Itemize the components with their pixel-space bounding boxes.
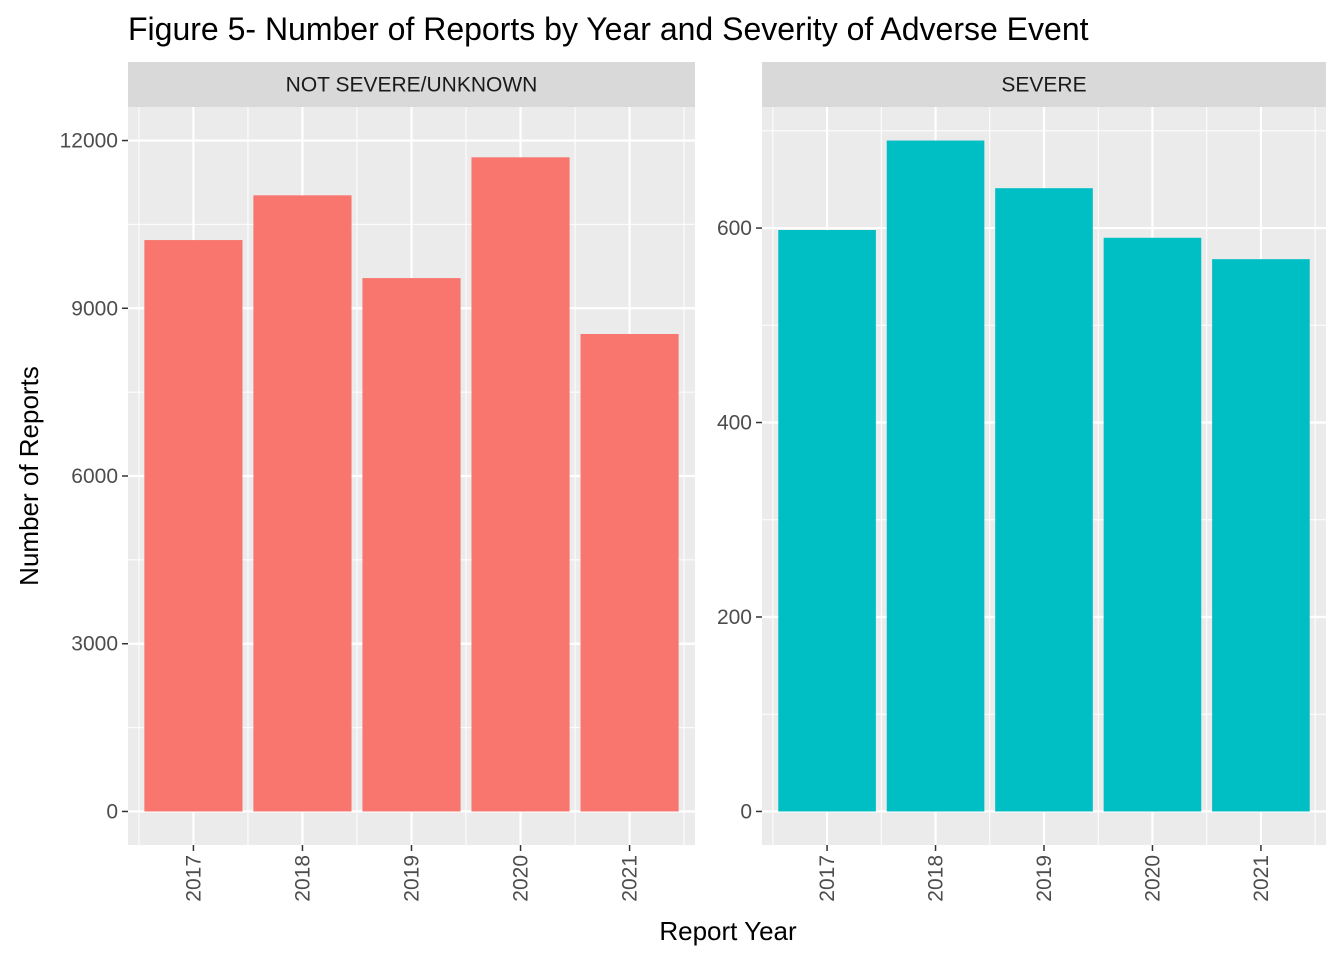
x-tick-label: 2020 xyxy=(510,855,533,902)
strip-label-severe: SEVERE xyxy=(1001,74,1086,97)
y-axis-title: Number of Reports xyxy=(14,366,44,586)
x-axis-title: Report Year xyxy=(659,916,797,946)
bar-not-severe-2017 xyxy=(144,240,243,812)
y-tick-label: 0 xyxy=(106,800,118,823)
x-tick-label: 2019 xyxy=(401,855,424,902)
bar-severe-2018 xyxy=(886,140,985,812)
y-tick-label: 9000 xyxy=(71,297,118,320)
y-tick-label: 200 xyxy=(717,606,752,629)
bar-severe-2017 xyxy=(778,230,876,812)
strip-label-not-severe: NOT SEVERE/UNKNOWN xyxy=(286,74,538,97)
x-tick-label: 2018 xyxy=(291,855,314,902)
chart-title: Figure 5- Number of Reports by Year and … xyxy=(128,11,1089,47)
y-tick-label: 6000 xyxy=(71,465,118,488)
x-tick-label: 2019 xyxy=(1033,855,1056,902)
y-tick-label: 0 xyxy=(740,800,752,823)
x-tick-label: 2021 xyxy=(1250,855,1273,902)
panel-not-severe: NOT SEVERE/UNKNOWN 0 3000 6000 9000 12000 2017… xyxy=(60,62,695,902)
x-tick-label: 2020 xyxy=(1141,855,1164,902)
bar-severe-2019 xyxy=(995,188,1093,812)
bar-severe-2020 xyxy=(1103,237,1202,812)
strip-severe xyxy=(762,62,1326,107)
bar-not-severe-2021 xyxy=(580,333,679,812)
bar-not-severe-2019 xyxy=(362,278,461,812)
x-tick-label: 2017 xyxy=(816,855,839,902)
y-tick-label: 600 xyxy=(717,217,752,240)
x-tick-label: 2018 xyxy=(925,855,948,902)
y-tick-label: 12000 xyxy=(60,130,118,153)
y-tick-label: 3000 xyxy=(71,633,118,656)
y-tick-label: 400 xyxy=(717,412,752,435)
x-tick-label: 2017 xyxy=(182,855,205,902)
strip-not-severe xyxy=(128,62,695,107)
x-tick-label: 2021 xyxy=(619,855,642,902)
panel-severe: SEVERE 0 200 400 600 2017 2018 2019 2020 2021 xyxy=(717,62,1326,902)
bar-not-severe-2020 xyxy=(471,157,570,812)
bar-not-severe-2018 xyxy=(253,195,352,812)
bar-severe-2021 xyxy=(1212,259,1310,812)
